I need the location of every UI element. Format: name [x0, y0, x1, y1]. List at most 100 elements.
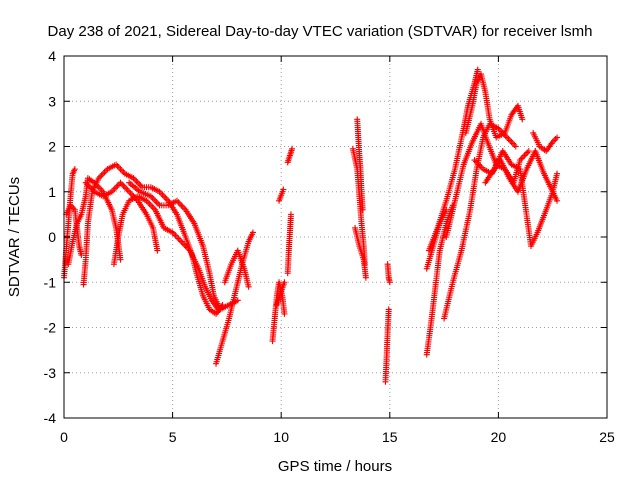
- x-axis-label: GPS time / hours: [278, 458, 392, 475]
- data-point: [511, 141, 518, 148]
- data-point: [162, 194, 169, 201]
- data-point: [146, 200, 153, 207]
- data-point: [154, 247, 161, 254]
- x-tick-label: 10: [273, 429, 289, 445]
- data-point: [385, 306, 392, 313]
- series-t15: [349, 145, 368, 268]
- x-tick-label: 25: [599, 429, 615, 445]
- data-point: [178, 202, 185, 209]
- data-point: [554, 134, 561, 141]
- data-point: [176, 237, 183, 244]
- data-point: [134, 179, 141, 186]
- data-point: [118, 181, 125, 188]
- data-point: [149, 203, 156, 210]
- data-point: [359, 206, 366, 213]
- data-point: [153, 199, 160, 206]
- series-t9: [221, 247, 252, 290]
- data-point: [117, 256, 124, 263]
- data-point: [175, 235, 182, 242]
- series-t25: [462, 71, 526, 141]
- data-point: [150, 196, 157, 203]
- data-point: [121, 184, 128, 191]
- data-point: [287, 211, 294, 218]
- y-tick-label: -2: [44, 320, 57, 336]
- y-axis-label: SDTVAR / TECUs: [6, 177, 23, 297]
- data-point: [289, 145, 296, 152]
- data-point: [100, 170, 107, 177]
- data-point: [117, 179, 124, 186]
- x-tick-label: 15: [382, 429, 398, 445]
- data-point: [160, 193, 167, 200]
- data-point: [520, 154, 527, 161]
- data-point: [124, 187, 131, 194]
- x-tick-label: 5: [169, 429, 177, 445]
- data-point: [509, 140, 516, 147]
- data-point: [554, 170, 561, 177]
- grid-lines: [64, 56, 607, 418]
- data-point: [117, 166, 124, 173]
- data-point: [101, 169, 108, 176]
- series-t18: [382, 306, 392, 385]
- data-point: [133, 178, 140, 185]
- data-point: [245, 283, 252, 290]
- chart-title: Day 238 of 2021, Sidereal Day-to-day VTE…: [48, 23, 593, 40]
- series-t23: [441, 120, 519, 322]
- data-point: [281, 279, 288, 286]
- data-point: [114, 163, 121, 170]
- series-t3: [65, 175, 124, 268]
- series-t6: [110, 193, 222, 313]
- series-t11: [273, 279, 288, 308]
- data-point: [147, 202, 154, 209]
- data-point: [159, 191, 166, 198]
- data-point: [552, 135, 559, 142]
- data-point: [126, 188, 133, 195]
- data-point: [118, 167, 125, 174]
- data-point: [508, 138, 515, 145]
- data-point: [71, 166, 78, 173]
- data-point: [95, 184, 102, 191]
- data-point: [471, 157, 478, 164]
- y-tick-label: 4: [48, 48, 56, 64]
- data-point: [362, 274, 369, 281]
- data-point: [175, 199, 182, 206]
- data-point: [512, 143, 519, 150]
- data-point: [98, 172, 105, 179]
- series-t8: [213, 229, 256, 367]
- data-point: [179, 203, 186, 210]
- series-t17: [354, 116, 366, 213]
- data-point: [111, 185, 118, 192]
- data-point: [234, 297, 241, 304]
- data-point: [113, 184, 120, 191]
- series-t12: [276, 186, 287, 204]
- series-t10: [269, 279, 288, 345]
- y-tick-label: -4: [44, 410, 57, 426]
- data-point: [474, 66, 481, 73]
- y-tick-label: -1: [44, 274, 57, 290]
- x-tick-label: 20: [491, 429, 507, 445]
- data-point: [152, 197, 159, 204]
- axis-ticks: 0 5 10 15 20 25 -4 -3 -2 -1 0 1 2 3 4: [44, 48, 615, 445]
- data-point: [505, 135, 512, 142]
- data-point: [554, 197, 561, 204]
- series-t13: [284, 145, 296, 166]
- y-tick-label: 2: [48, 139, 56, 155]
- series-t4: [80, 161, 226, 317]
- data-point: [249, 229, 256, 236]
- data-point: [522, 151, 529, 158]
- y-tick-label: 0: [48, 229, 56, 245]
- data-point: [525, 148, 532, 155]
- data-markers: [61, 66, 561, 385]
- data-point: [521, 152, 528, 159]
- x-tick-label: 0: [60, 429, 68, 445]
- data-point: [155, 200, 162, 207]
- data-point: [70, 169, 77, 176]
- y-tick-label: 1: [48, 184, 56, 200]
- y-tick-label: 3: [48, 93, 56, 109]
- series-t21: [423, 206, 450, 272]
- data-point: [172, 232, 179, 239]
- data-point: [281, 310, 288, 317]
- data-point: [280, 186, 287, 193]
- series-t16: [352, 224, 369, 281]
- data-point: [506, 137, 513, 144]
